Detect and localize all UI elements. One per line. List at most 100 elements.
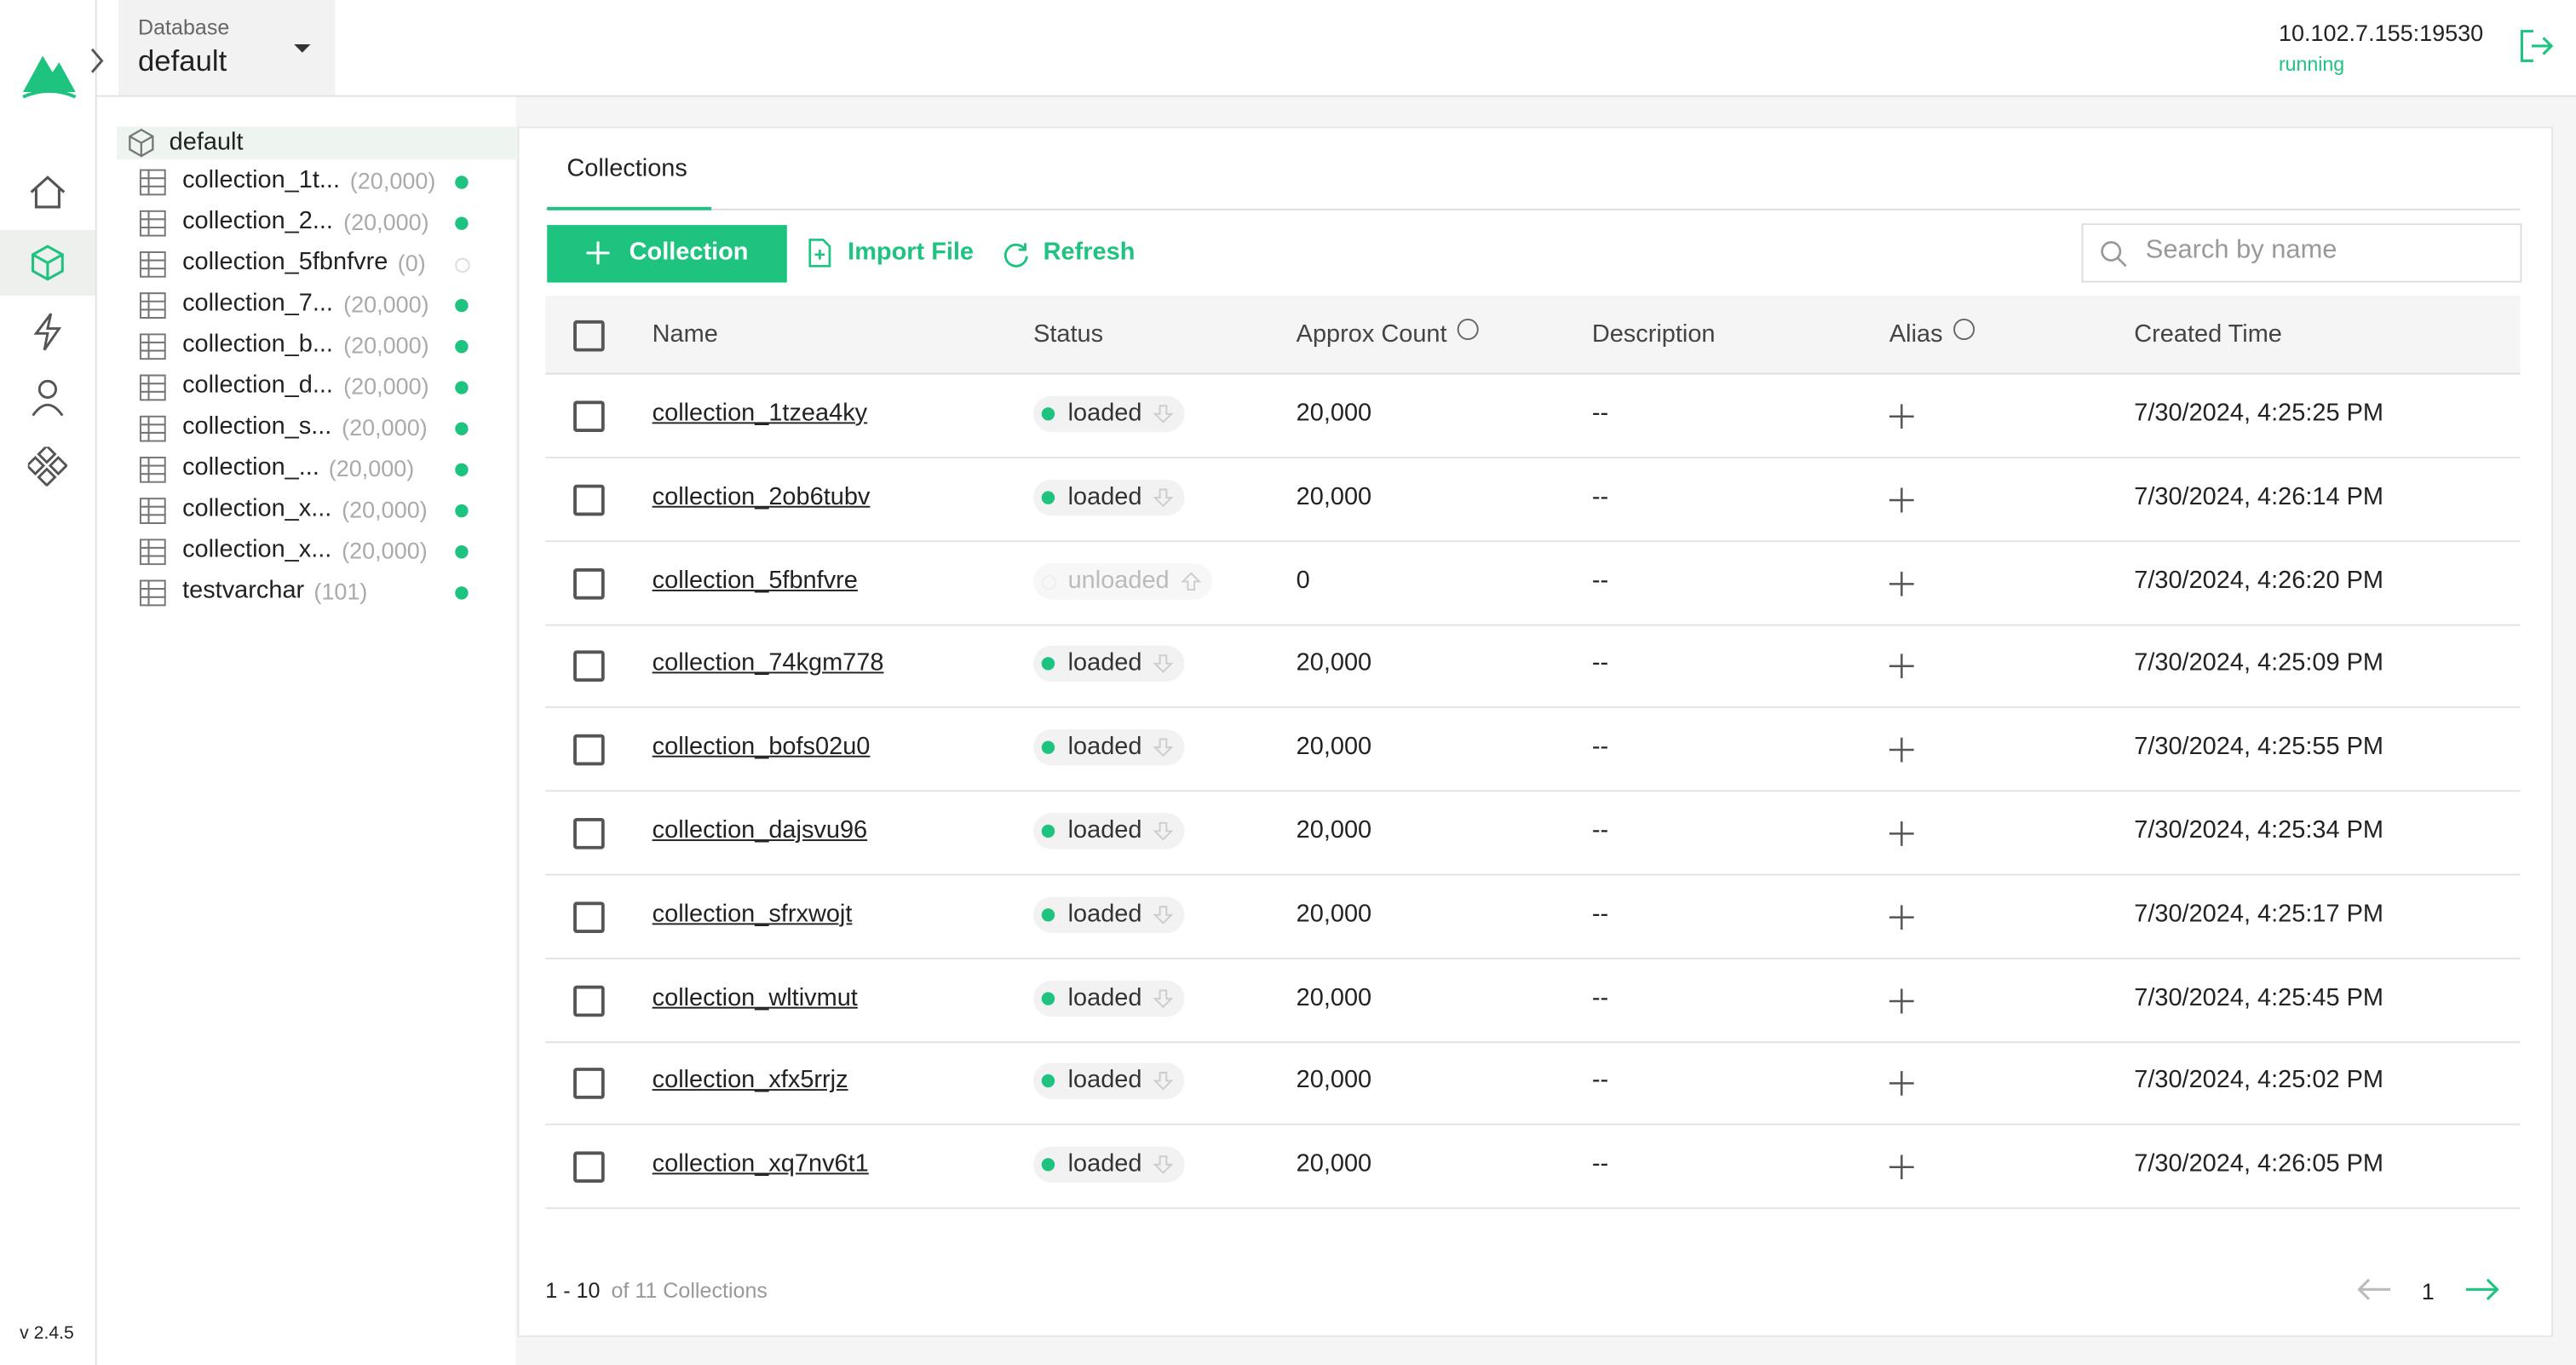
row-checkbox[interactable] [573, 1151, 605, 1184]
page-number[interactable]: 1 [2421, 1277, 2435, 1305]
description: -- [1591, 816, 1609, 844]
status-text: loaded [1067, 649, 1142, 678]
collection-name[interactable]: collection_xq7nv6t1 [652, 1149, 869, 1178]
database-select[interactable]: Database default [118, 0, 336, 95]
tree-item-count: (20,000) [342, 413, 428, 441]
status-dot [1041, 1074, 1055, 1088]
dropdown-icon [294, 44, 311, 53]
tree-item-name[interactable]: collection_x... [182, 494, 332, 523]
tree-item-name[interactable]: collection_d... [182, 371, 333, 400]
status-chip[interactable]: loaded [1033, 479, 1185, 515]
status-chip[interactable]: loaded [1033, 729, 1185, 766]
description: -- [1591, 482, 1609, 511]
row-checkbox[interactable] [573, 984, 605, 1017]
tree-item-name[interactable]: collection_... [182, 453, 319, 481]
row-checkbox[interactable] [573, 818, 605, 850]
expand-icon[interactable] [87, 46, 106, 76]
collection-name[interactable]: collection_dajsvu96 [652, 816, 868, 844]
collection-name[interactable]: collection_xfx5rrjz [652, 1066, 848, 1095]
row-divider [545, 790, 2521, 792]
nav-rail: v 2.4.5 [0, 0, 97, 1365]
tree-item-count: (20,000) [343, 372, 429, 400]
select-all[interactable] [573, 320, 605, 352]
collection-name[interactable]: collection_sfrxwojt [652, 900, 853, 928]
created-time: 7/30/2024, 4:26:05 PM [2134, 1149, 2383, 1178]
database-icon[interactable] [28, 243, 67, 282]
status-text: loaded [1067, 982, 1142, 1011]
create-button[interactable]: Collection [547, 225, 787, 283]
tree-item-name[interactable]: collection_1t... [182, 165, 341, 194]
tree-root[interactable]: default [169, 128, 244, 157]
logout-icon[interactable] [2519, 28, 2555, 64]
collection-name[interactable]: collection_5fbnfvre [652, 566, 858, 595]
row-divider [545, 1040, 2521, 1043]
tree-item-name[interactable]: collection_s... [182, 412, 332, 441]
row-divider [545, 623, 2521, 625]
system-icon[interactable] [27, 446, 68, 487]
tree-item-name[interactable]: collection_x... [182, 535, 332, 564]
add-alias[interactable] [1889, 571, 1914, 596]
refresh-button[interactable]: Refresh [1043, 238, 1136, 267]
database-label: Database [138, 14, 230, 40]
status-text: unloaded [1067, 566, 1170, 595]
status-dot [1041, 824, 1055, 838]
row-checkbox[interactable] [573, 734, 605, 766]
tree-item-name[interactable]: collection_7... [182, 289, 333, 318]
column-header: Description [1591, 320, 1716, 348]
approx-count: 0 [1296, 566, 1310, 595]
search-box[interactable]: Search by name [2081, 223, 2522, 283]
add-alias[interactable] [1889, 904, 1914, 930]
status-text: loaded [1067, 399, 1142, 428]
import-button[interactable]: Import File [848, 238, 975, 267]
add-alias[interactable] [1889, 737, 1914, 763]
row-checkbox[interactable] [573, 651, 605, 682]
collection-name[interactable]: collection_bofs02u0 [652, 733, 871, 761]
add-alias[interactable] [1889, 404, 1914, 429]
row-checkbox[interactable] [573, 567, 605, 599]
import-icon [808, 239, 831, 268]
prev-page[interactable] [2356, 1276, 2392, 1303]
row-divider [545, 456, 2521, 458]
tree-item-count: (20,000) [328, 455, 415, 481]
status-chip[interactable]: loaded [1033, 896, 1185, 933]
table-header [545, 296, 2521, 375]
add-alias[interactable] [1889, 1155, 1914, 1180]
search-icon[interactable] [32, 312, 65, 351]
row-divider [545, 706, 2521, 709]
tree-item-name[interactable]: collection_5fbnfvre [182, 248, 388, 276]
status-chip[interactable]: loaded [1033, 813, 1185, 850]
row-checkbox[interactable] [573, 901, 605, 933]
tab[interactable]: Collections [566, 154, 687, 182]
status-action [1152, 820, 1175, 843]
collection-name[interactable]: collection_2ob6tubv [652, 482, 871, 511]
home-icon[interactable] [28, 174, 67, 210]
collection-name[interactable]: collection_1tzea4ky [652, 399, 868, 428]
tree-item-name[interactable]: collection_2... [182, 206, 333, 235]
approx-count: 20,000 [1296, 982, 1372, 1011]
approx-count: 20,000 [1296, 1149, 1372, 1178]
tree-item-name[interactable]: testvarchar [182, 576, 305, 605]
row-checkbox[interactable] [573, 1068, 605, 1100]
status-chip[interactable]: loaded [1033, 646, 1185, 682]
collection-name[interactable]: collection_74kgm778 [652, 649, 884, 678]
add-alias[interactable] [1889, 487, 1914, 513]
row-checkbox[interactable] [573, 400, 605, 433]
status-chip[interactable]: loaded [1033, 980, 1185, 1017]
add-alias[interactable] [1889, 988, 1914, 1013]
status-chip[interactable]: unloaded [1033, 562, 1213, 599]
table-icon [139, 169, 166, 196]
add-alias[interactable] [1889, 1071, 1914, 1097]
tree-status-dot [455, 586, 469, 600]
user-icon[interactable] [30, 377, 66, 417]
status-action [1152, 903, 1175, 926]
status-chip[interactable]: loaded [1033, 395, 1185, 433]
collection-name[interactable]: collection_wltivmut [652, 982, 858, 1011]
row-checkbox[interactable] [573, 484, 605, 515]
status-chip[interactable]: loaded [1033, 1146, 1185, 1184]
tree-item-name[interactable]: collection_b... [182, 330, 333, 359]
add-alias[interactable] [1889, 654, 1914, 679]
next-page[interactable] [2464, 1276, 2500, 1303]
status-chip[interactable]: loaded [1033, 1063, 1185, 1100]
add-alias[interactable] [1889, 821, 1914, 846]
